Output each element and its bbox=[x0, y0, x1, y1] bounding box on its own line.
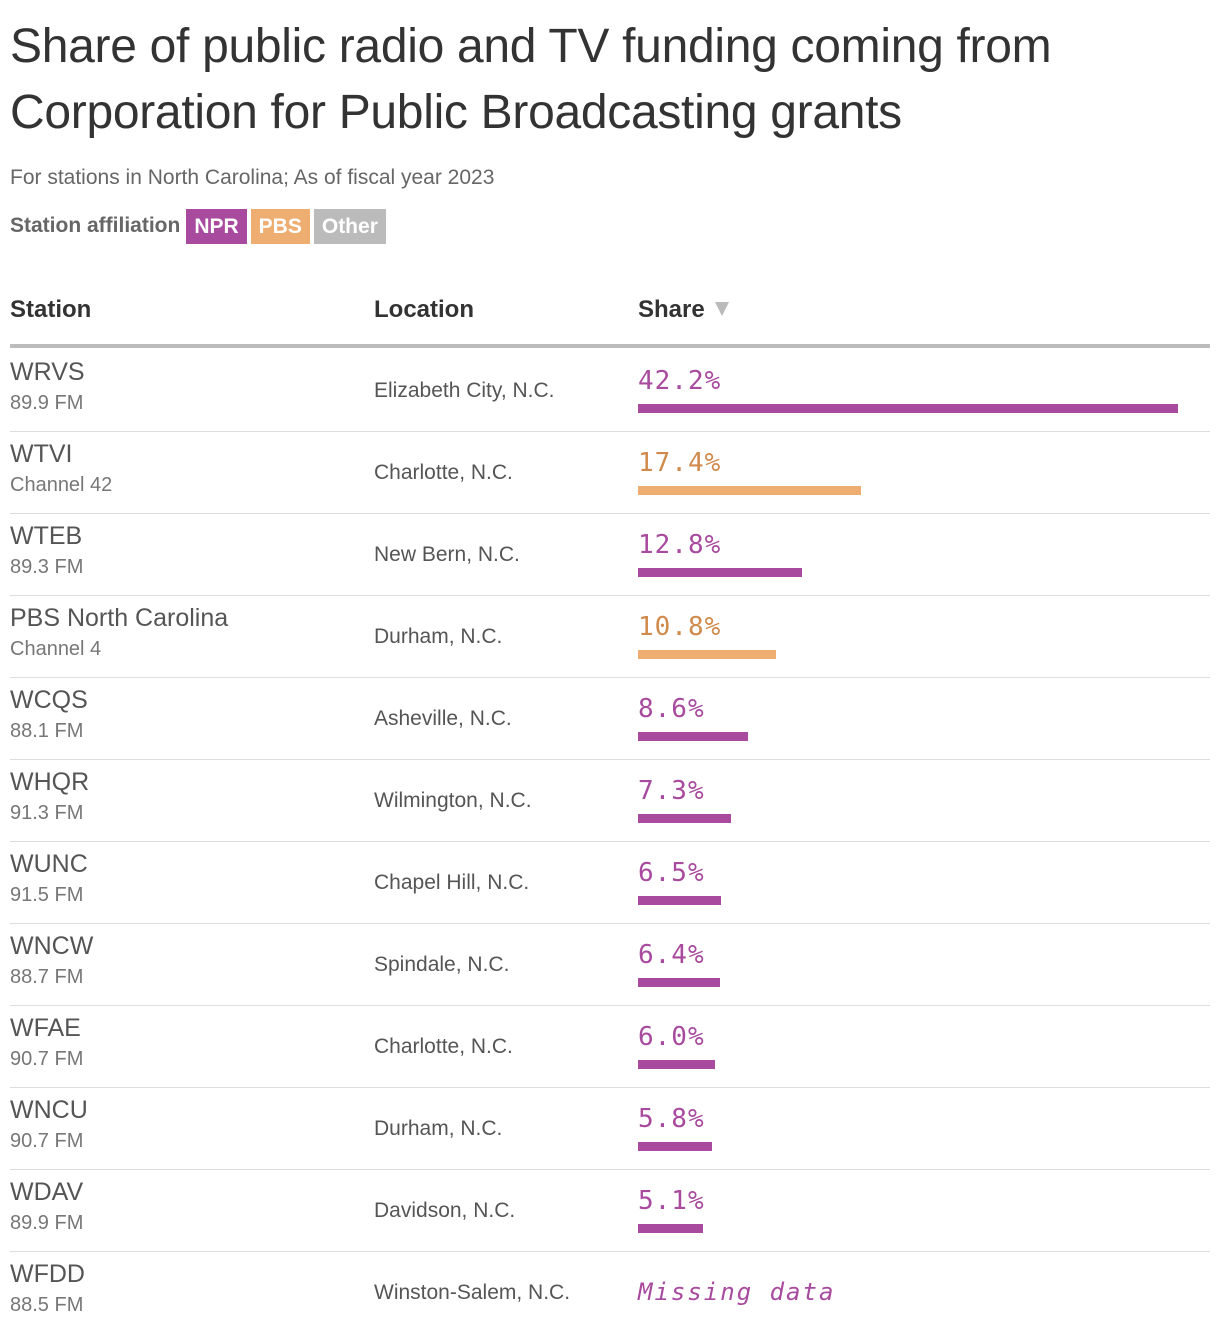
share-value-label: 6.0% bbox=[638, 1022, 705, 1052]
legend-label: Station affiliation bbox=[10, 214, 181, 237]
station-name: WFDD bbox=[10, 1260, 85, 1288]
table-row: WHQR 91.3 FM Wilmington, N.C. 7.3% bbox=[10, 760, 1210, 842]
share-bar bbox=[638, 1060, 715, 1069]
station-frequency: 89.9 FM bbox=[10, 1212, 84, 1234]
station-frequency: 90.7 FM bbox=[10, 1130, 84, 1152]
legend-item-other: Other bbox=[313, 208, 386, 244]
station-location: Durham, N.C. bbox=[374, 1117, 503, 1140]
share-value-label: 12.8% bbox=[638, 530, 722, 560]
station-name: WRVS bbox=[10, 358, 85, 386]
station-name: WCQS bbox=[10, 686, 88, 714]
share-bar bbox=[638, 486, 861, 495]
table-row: WTEB 89.3 FM New Bern, N.C. 12.8% bbox=[10, 514, 1210, 596]
station-name: WTVI bbox=[10, 440, 73, 468]
station-name: WNCU bbox=[10, 1096, 88, 1124]
share-value-label: 42.2% bbox=[638, 366, 722, 396]
station-frequency: 88.1 FM bbox=[10, 720, 84, 742]
station-frequency: 89.9 FM bbox=[10, 392, 84, 414]
table-row: WFAE 90.7 FM Charlotte, N.C. 6.0% bbox=[10, 1006, 1210, 1088]
share-bar bbox=[638, 404, 1178, 413]
station-location: Durham, N.C. bbox=[374, 625, 503, 648]
header-station[interactable]: Station bbox=[10, 296, 92, 323]
station-frequency: 89.3 FM bbox=[10, 556, 84, 578]
header-share-cell[interactable]: Share bbox=[638, 296, 729, 324]
table-row: WTVI Channel 42 Charlotte, N.C. 17.4% bbox=[10, 432, 1210, 514]
share-bar bbox=[638, 896, 722, 905]
station-location: Charlotte, N.C. bbox=[374, 1035, 513, 1058]
station-name: WHQR bbox=[10, 768, 90, 796]
header-location[interactable]: Location bbox=[374, 296, 474, 323]
station-name: WDAV bbox=[10, 1178, 84, 1206]
table-row: WUNC 91.5 FM Chapel Hill, N.C. 6.5% bbox=[10, 842, 1210, 924]
share-value-label: 6.4% bbox=[638, 940, 705, 970]
station-name: WNCW bbox=[10, 932, 94, 960]
header-share[interactable]: Share bbox=[638, 296, 705, 323]
missing-data-label: Missing data bbox=[638, 1278, 836, 1306]
share-bar bbox=[638, 732, 749, 741]
table-row: WNCW 88.7 FM Spindale, N.C. 6.4% bbox=[10, 924, 1210, 1006]
station-name: WTEB bbox=[10, 522, 83, 550]
station-frequency: 88.5 FM bbox=[10, 1294, 84, 1316]
table-row: WFDD 88.5 FM Winston-Salem, N.C. Missing da… bbox=[10, 1252, 1210, 1334]
station-location: Elizabeth City, N.C. bbox=[374, 379, 555, 402]
share-value-label: 7.3% bbox=[638, 776, 705, 806]
station-location: Asheville, N.C. bbox=[374, 707, 512, 730]
station-frequency: Channel 4 bbox=[10, 638, 102, 660]
legend: Station affiliation NPR PBS Other bbox=[10, 208, 390, 244]
share-bar bbox=[638, 1224, 704, 1233]
station-frequency: 88.7 FM bbox=[10, 966, 84, 988]
sort-descending-icon[interactable] bbox=[714, 301, 729, 316]
share-bar bbox=[638, 568, 802, 577]
station-location: Charlotte, N.C. bbox=[374, 461, 513, 484]
table-row: WCQS 88.1 FM Asheville, N.C. 8.6% bbox=[10, 678, 1210, 760]
table-row: WDAV 89.9 FM Davidson, N.C. 5.1% bbox=[10, 1170, 1210, 1252]
share-bar bbox=[638, 814, 732, 823]
station-frequency: 91.3 FM bbox=[10, 802, 84, 824]
legend-item-pbs: PBS bbox=[250, 208, 310, 244]
share-bar bbox=[638, 1142, 713, 1151]
station-location: Spindale, N.C. bbox=[374, 953, 510, 976]
share-value-label: 10.8% bbox=[638, 612, 722, 642]
share-value-label: 17.4% bbox=[638, 448, 722, 478]
table-header: Station Location Share bbox=[10, 290, 1210, 348]
station-location: New Bern, N.C. bbox=[374, 543, 520, 566]
station-location: Davidson, N.C. bbox=[374, 1199, 516, 1222]
share-bar bbox=[638, 978, 720, 987]
legend-item-npr: NPR bbox=[186, 208, 247, 244]
station-frequency: Channel 42 bbox=[10, 474, 113, 496]
share-value-label: 5.1% bbox=[638, 1186, 705, 1216]
station-location: Wilmington, N.C. bbox=[374, 789, 532, 812]
share-value-label: 8.6% bbox=[638, 694, 705, 724]
table-row: PBS North Carolina Channel 4 Durham, N.C. 1… bbox=[10, 596, 1210, 678]
table-body: WRVS 89.9 FM Elizabeth City, N.C. 42.2% WTVI… bbox=[10, 350, 1210, 1334]
station-name: WUNC bbox=[10, 850, 88, 878]
table-row: WRVS 89.9 FM Elizabeth City, N.C. 42.2% bbox=[10, 350, 1210, 432]
station-name: PBS North Carolina bbox=[10, 604, 229, 632]
chart-subtitle: For stations in North Carolina; As of fi… bbox=[10, 166, 495, 189]
station-location: Chapel Hill, N.C. bbox=[374, 871, 530, 894]
table-row: WNCU 90.7 FM Durham, N.C. 5.8% bbox=[10, 1088, 1210, 1170]
station-frequency: 90.7 FM bbox=[10, 1048, 84, 1070]
share-value-label: 5.8% bbox=[638, 1104, 705, 1134]
station-frequency: 91.5 FM bbox=[10, 884, 84, 906]
share-bar bbox=[638, 650, 777, 659]
station-name: WFAE bbox=[10, 1014, 81, 1042]
share-value-label: 6.5% bbox=[638, 858, 705, 888]
station-location: Winston-Salem, N.C. bbox=[374, 1281, 571, 1304]
chart-title: Share of public radio and TV funding com… bbox=[10, 20, 1052, 139]
